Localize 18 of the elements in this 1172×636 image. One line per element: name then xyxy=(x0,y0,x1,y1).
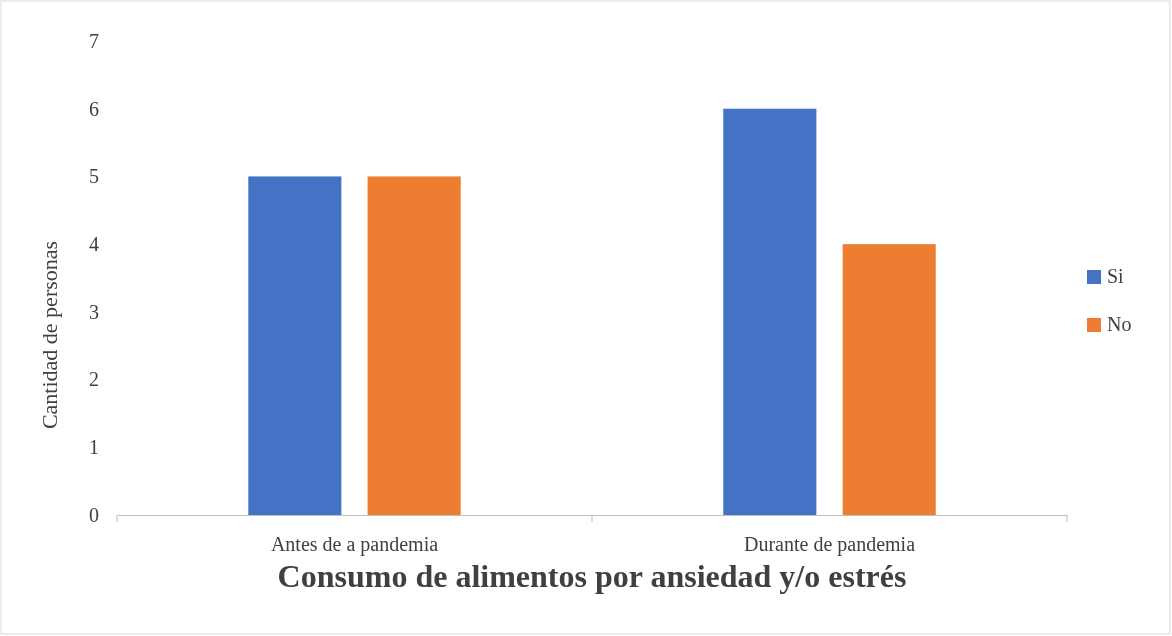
bar xyxy=(723,108,817,515)
x-tick-label: Durante de pandemia xyxy=(743,533,916,557)
y-tick-label: 5 xyxy=(89,165,99,188)
y-tick-label: 0 xyxy=(89,503,99,526)
y-tick-label: 3 xyxy=(89,300,99,323)
y-tick-label: 6 xyxy=(89,97,99,120)
y-tick-label: 1 xyxy=(89,436,99,459)
x-axis-title: Consumo de alimentos por ansiedad y/o estrés xyxy=(277,558,907,594)
bar xyxy=(367,176,461,515)
legend-label: No xyxy=(1107,313,1132,335)
bar xyxy=(248,176,342,515)
y-tick-label: 7 xyxy=(89,29,99,52)
y-tick-label: 4 xyxy=(89,233,99,256)
legend-label: Si xyxy=(1107,265,1125,287)
y-axis-title: Cantidad de personas xyxy=(37,240,62,430)
x-tick-label: Antes de a pandemia xyxy=(270,533,439,557)
y-tick-label: 2 xyxy=(89,368,99,391)
bar xyxy=(842,244,936,515)
